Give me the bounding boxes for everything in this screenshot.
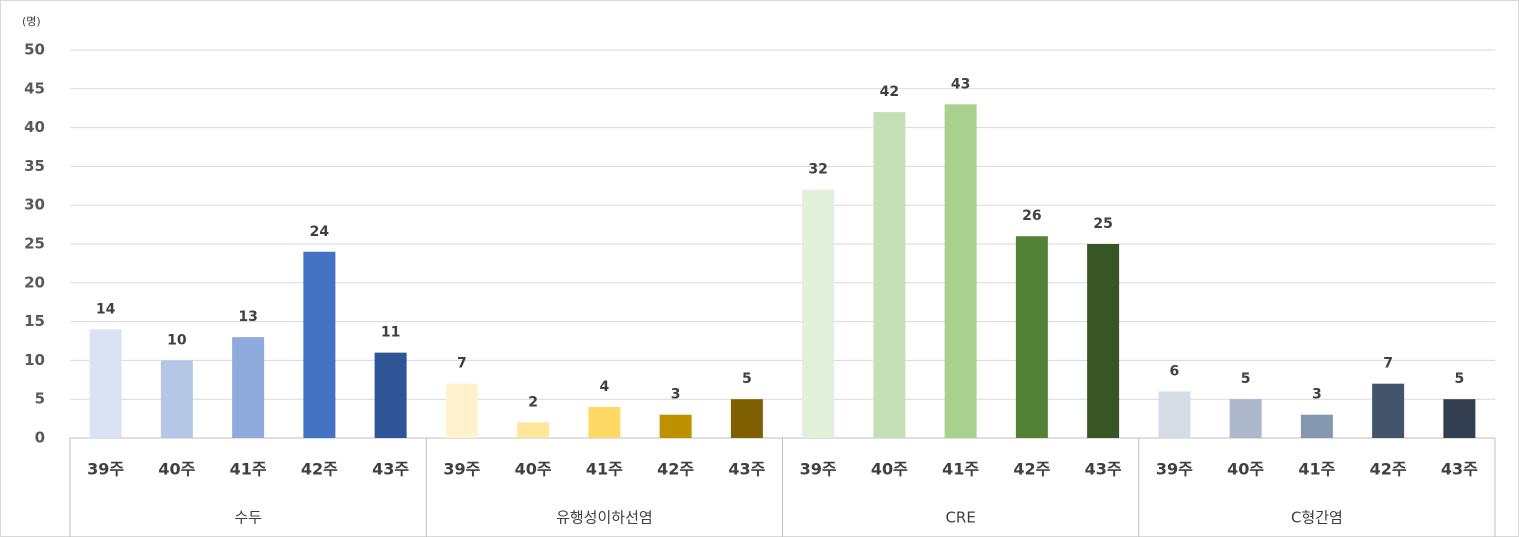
bar [1158,391,1191,438]
x-tick-label: 42주 [1370,460,1407,479]
x-tick-label: 41주 [230,460,267,479]
y-tick-label: 10 [24,351,45,369]
bar [659,414,692,438]
bar [89,329,122,438]
bar [1443,399,1476,438]
group-label: 유행성이하선염 [556,509,653,527]
x-tick-label: 40주 [515,460,552,479]
bar [303,251,336,438]
data-label: 4 [600,379,610,395]
bar [1229,399,1262,438]
x-tick-label: 40주 [1227,460,1264,479]
data-label: 7 [1383,356,1393,372]
data-label: 5 [1455,371,1465,387]
bar [160,360,193,438]
y-tick-label: 30 [24,196,45,214]
data-label: 42 [880,84,899,100]
x-tick-label: 39주 [800,460,837,479]
data-label: 6 [1170,363,1180,379]
x-tick-label: 42주 [1013,460,1050,479]
x-tick-label: 40주 [871,460,908,479]
data-label: 3 [671,387,681,403]
data-label: 24 [310,224,330,240]
data-label: 7 [457,356,467,372]
bar [1372,383,1405,438]
group-label: C형간염 [1291,509,1343,527]
x-tick-label: 39주 [443,460,480,479]
bar [1300,414,1333,438]
x-tick-label: 39주 [87,460,124,479]
y-tick-label: 45 [24,79,45,97]
x-tick-label: 42주 [657,460,694,479]
y-tick-label: 15 [24,312,45,330]
bar [374,352,407,438]
data-label: 3 [1312,387,1322,403]
y-tick-label: 0 [35,429,45,447]
bar [1087,244,1120,438]
bar [588,406,621,438]
bar [873,112,906,438]
group-label: CRE [945,509,975,527]
x-tick-label: 41주 [942,460,979,479]
bar [730,399,763,438]
x-tick-label: 43주 [372,460,409,479]
x-tick-label: 43주 [728,460,765,479]
bar [517,422,550,438]
bar [944,104,977,438]
y-tick-label: 50 [24,41,45,59]
data-label: 10 [167,332,187,348]
bar [445,383,478,438]
data-label: 13 [238,309,257,325]
data-label: 5 [1241,371,1251,387]
x-tick-label: 43주 [1085,460,1122,479]
bar [232,337,265,438]
data-label: 2 [528,394,538,410]
x-tick-label: 41주 [1298,460,1335,479]
x-tick-label: 39주 [1156,460,1193,479]
y-tick-label: 40 [24,118,45,136]
x-tick-label: 41주 [586,460,623,479]
data-label: 11 [381,325,400,341]
y-tick-label: 35 [24,157,45,175]
y-unit: (명) [22,15,41,28]
data-label: 43 [951,76,970,92]
x-tick-label: 42주 [301,460,338,479]
y-tick-label: 5 [35,390,45,408]
data-label: 32 [808,162,827,178]
data-label: 5 [742,371,752,387]
y-tick-label: 20 [24,273,45,291]
data-label: 26 [1022,208,1041,224]
y-tick-label: 25 [24,235,45,253]
x-tick-label: 43주 [1441,460,1478,479]
bar [1015,236,1048,438]
group-label: 수두 [234,509,262,527]
data-label: 14 [96,301,116,317]
data-label: 25 [1093,216,1112,232]
bar [802,189,835,438]
x-tick-label: 40주 [158,460,195,479]
